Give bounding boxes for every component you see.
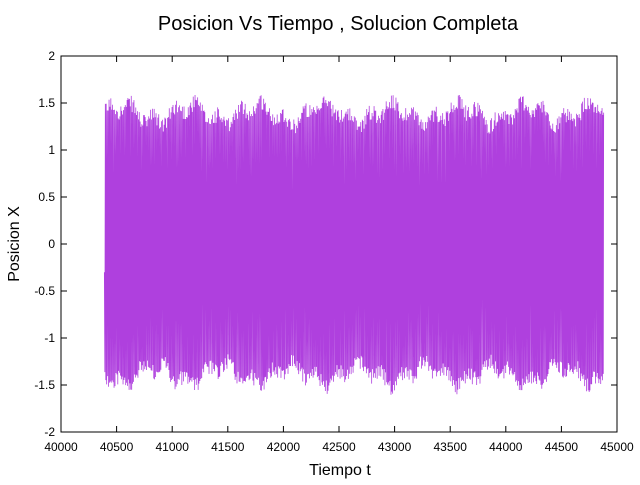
y-tick-label: 0 — [48, 237, 55, 251]
x-tick-label: 41000 — [156, 440, 190, 454]
y-tick-label: -0.5 — [34, 284, 55, 298]
x-tick-label: 43500 — [434, 440, 468, 454]
y-tick-label: 1.5 — [38, 96, 55, 110]
x-tick-label: 42000 — [267, 440, 301, 454]
y-tick-label: 1 — [48, 143, 55, 157]
x-tick-label: 40000 — [44, 440, 78, 454]
x-tick-label: 45000 — [600, 440, 634, 454]
x-tick-label: 44000 — [489, 440, 523, 454]
x-tick-label: 43000 — [378, 440, 412, 454]
y-axis-ticks: 2 1.5 1 0.5 0 -0.5 -1 -1.5 -2 — [34, 49, 617, 439]
x-tick-label: 40500 — [100, 440, 134, 454]
y-tick-label: 2 — [48, 49, 55, 63]
plot-series — [103, 94, 605, 395]
y-axis-label: Posicion X — [6, 206, 23, 282]
y-tick-label: -1.5 — [34, 378, 55, 392]
y-tick-label: 0.5 — [38, 190, 55, 204]
series-line — [103, 94, 605, 395]
y-tick-label: -1 — [44, 331, 55, 345]
x-tick-label: 42500 — [322, 440, 356, 454]
x-axis-label: Tiempo t — [309, 462, 371, 479]
x-axis-ticks: 40000 40500 41000 41500 42000 42500 43000 43500… — [44, 56, 634, 454]
x-tick-label: 41500 — [211, 440, 245, 454]
x-tick-label: 44500 — [545, 440, 579, 454]
y-tick-label: -2 — [44, 425, 55, 439]
chart-title: Posicion Vs Tiempo , Solucion Completa — [158, 13, 519, 35]
